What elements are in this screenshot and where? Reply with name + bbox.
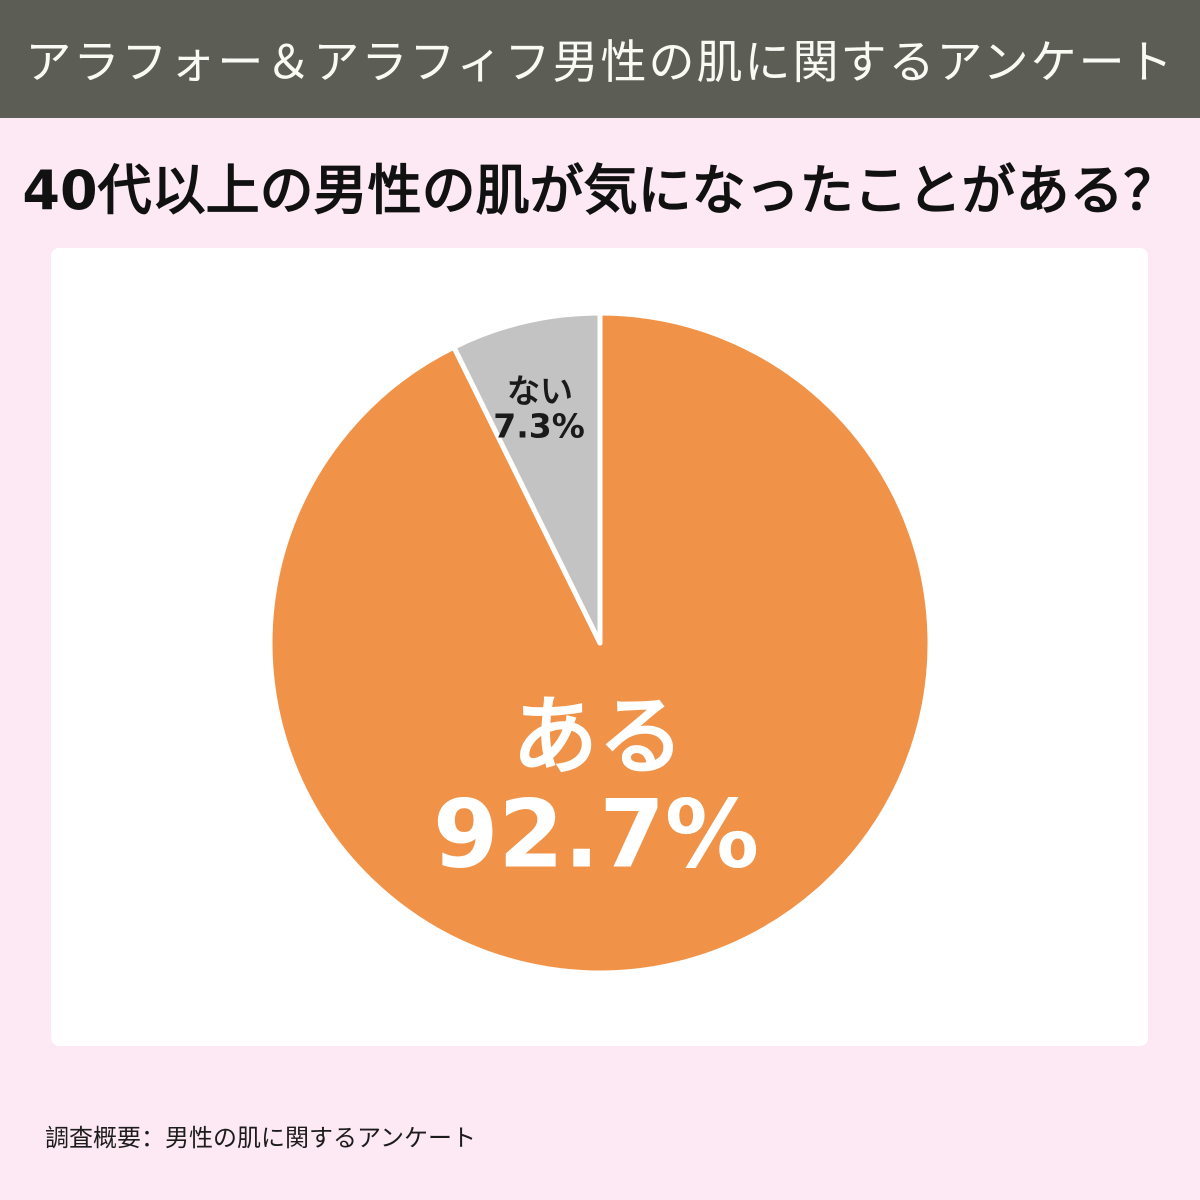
header-title: アラフォー＆アラフィフ男性の肌に関するアンケート	[25, 35, 1175, 89]
survey-details: 調査概要：男性の肌に関するアンケート 調査機関：2023年9月8日 調査対象：2…	[45, 1071, 545, 1200]
pie-label-nai: ない	[507, 372, 573, 411]
survey-outline-line: 調査概要：男性の肌に関するアンケート	[45, 1124, 477, 1152]
pie-label-aru: ある	[512, 687, 684, 787]
question-title: 40代以上の男性の肌が気になったことがある？	[22, 159, 1178, 222]
pie-value-aru: 92.7%	[433, 781, 759, 890]
chart-card: ない 7.3% ある 92.7%	[51, 248, 1148, 1046]
header-banner: アラフォー＆アラフィフ男性の肌に関するアンケート	[0, 0, 1200, 118]
pie-value-nai: 7.3%	[493, 407, 585, 446]
pie-chart: ない 7.3% ある 92.7%	[267, 310, 933, 976]
pie-slice-nai	[451, 310, 603, 646]
